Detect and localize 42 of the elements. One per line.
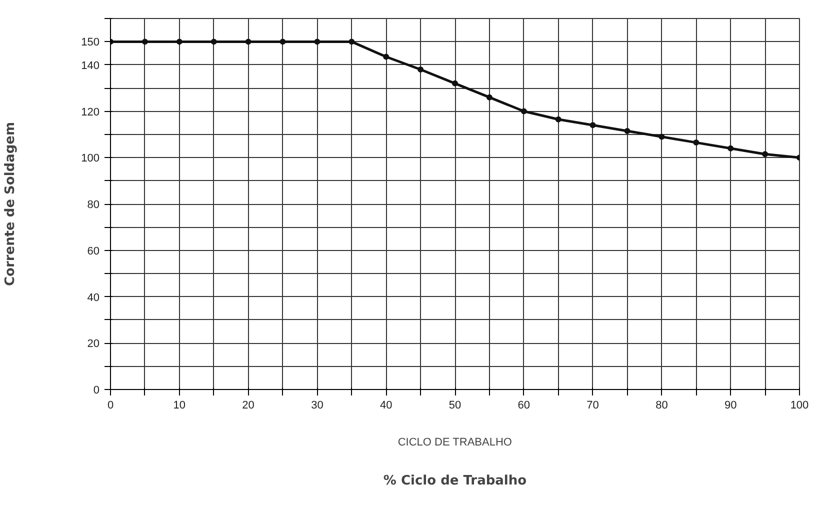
x-tick-label: 70 bbox=[586, 400, 599, 412]
y-tick-label: 100 bbox=[81, 152, 100, 165]
x-tick-label: 10 bbox=[173, 400, 186, 412]
x-tick-label: 80 bbox=[656, 400, 668, 412]
point bbox=[486, 94, 492, 100]
x-tick-label: 50 bbox=[448, 400, 462, 412]
x-tick-label: 60 bbox=[518, 400, 530, 412]
point bbox=[762, 151, 768, 158]
y-axis-title: Corrente de Soldagem bbox=[3, 122, 18, 286]
point bbox=[348, 38, 355, 45]
text: % Ciclo de Trabalho bbox=[383, 474, 527, 488]
x-tick-label: 0 bbox=[107, 400, 114, 412]
y-tick-label: 60 bbox=[87, 245, 100, 258]
y-tick-label: 20 bbox=[87, 338, 100, 350]
y-tick-label: 40 bbox=[87, 292, 100, 304]
y-tick-label: 150 bbox=[81, 36, 100, 49]
point bbox=[693, 140, 700, 146]
x-tick-label: 40 bbox=[380, 400, 392, 412]
y-tick-label: 0 bbox=[93, 384, 100, 396]
x-tick-label: 90 bbox=[724, 400, 737, 412]
point bbox=[142, 38, 148, 45]
point bbox=[280, 38, 286, 45]
y-tick-label: 120 bbox=[81, 106, 100, 118]
point bbox=[658, 134, 665, 140]
point bbox=[418, 66, 424, 73]
point bbox=[245, 38, 252, 45]
point bbox=[624, 128, 630, 134]
point bbox=[728, 145, 734, 152]
point bbox=[176, 38, 182, 45]
point bbox=[555, 116, 562, 122]
point bbox=[210, 38, 217, 45]
point bbox=[590, 122, 596, 128]
point bbox=[314, 38, 320, 45]
x-axis-title: CICLO DE TRABALHO bbox=[398, 436, 512, 448]
point bbox=[452, 80, 458, 86]
x-tick-label: 100 bbox=[790, 400, 809, 412]
x-tick-label: 30 bbox=[311, 400, 324, 412]
y-tick-label: 140 bbox=[81, 60, 100, 72]
point bbox=[383, 54, 390, 60]
y-tick-label: 80 bbox=[87, 199, 100, 211]
x-tick-label: 20 bbox=[242, 400, 254, 412]
point bbox=[520, 108, 527, 114]
